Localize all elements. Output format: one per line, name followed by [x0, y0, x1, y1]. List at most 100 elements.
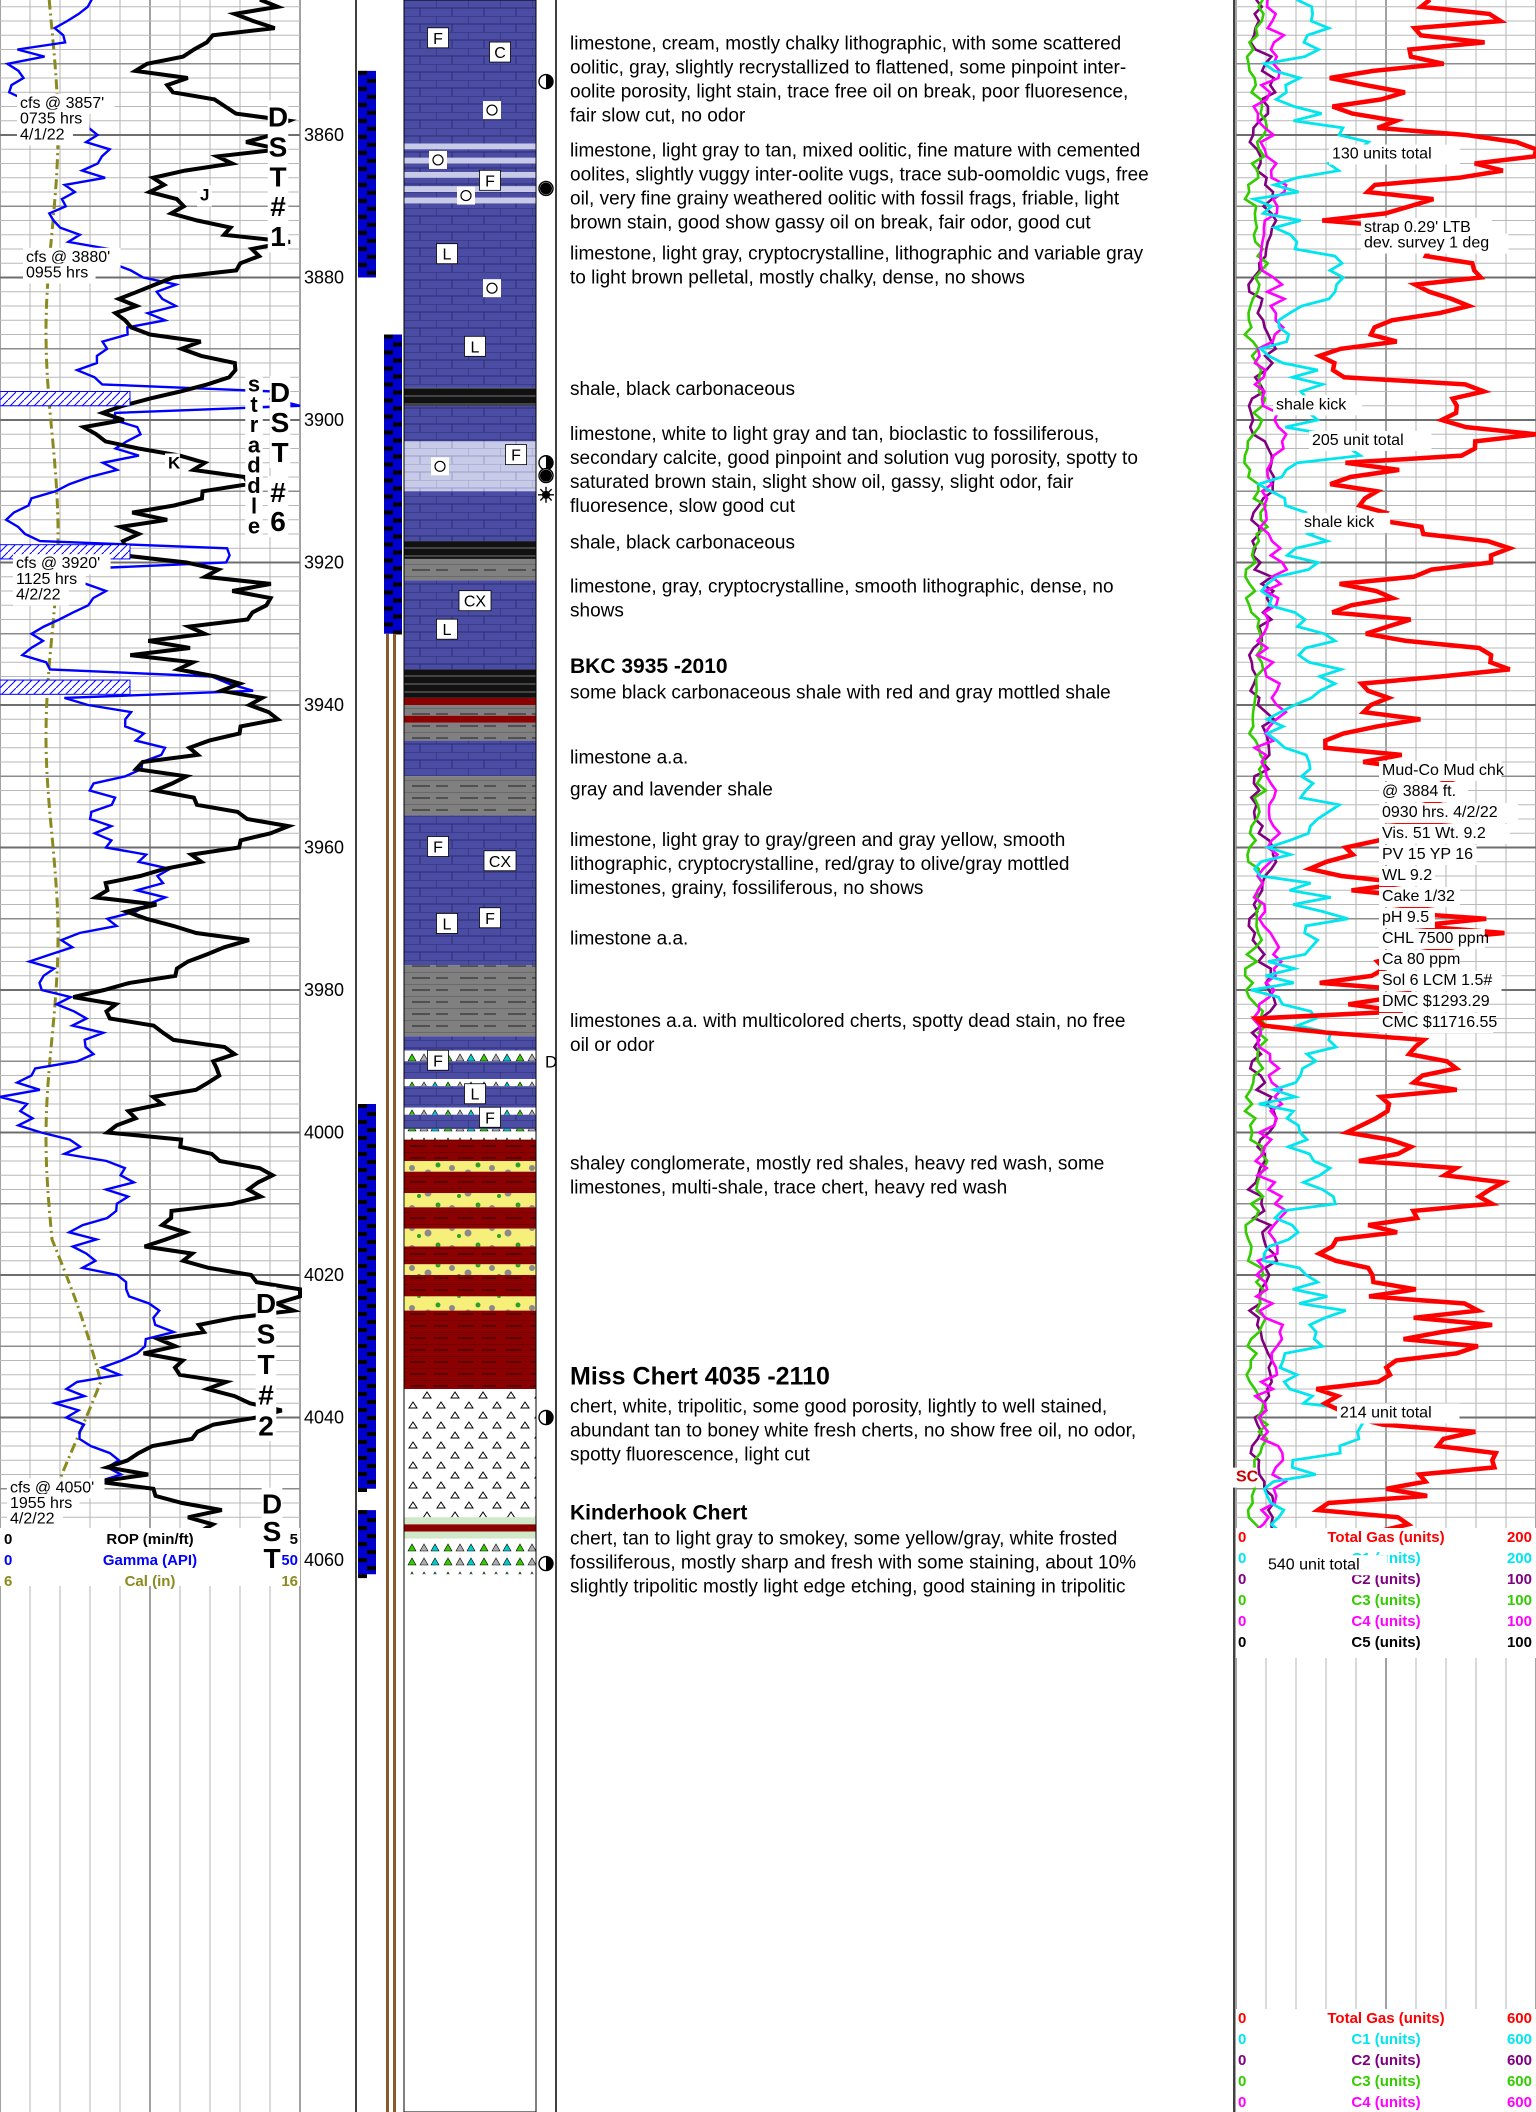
dst-bar-check: [367, 1192, 376, 1196]
label-background: [267, 220, 289, 253]
gas-scale-name: C4 (units): [1351, 1613, 1420, 1630]
dst-bar-check: [384, 606, 393, 611]
dst-bar-check: [367, 1384, 376, 1388]
dst-label-char: #: [270, 191, 286, 222]
mud-check-line: Ca 80 ppm: [1382, 951, 1460, 968]
dst-label-char: T: [257, 1349, 274, 1380]
dst-label-char: S: [263, 1516, 282, 1547]
label-background: [1379, 992, 1485, 1012]
dst-bar-check: [384, 462, 393, 467]
dst-bar-check: [358, 1248, 367, 1252]
lithology-interval-black-shale: [404, 669, 536, 698]
mud-check-notes: Mud-Co Mud chk @ 3884 ft. 0930 hrs. 4/2/22…: [1379, 761, 1519, 1033]
cfs-annotation: 1125 hrs: [16, 571, 77, 588]
lithology-interval-limestone: [404, 203, 536, 388]
dst-label-char: S: [257, 1318, 276, 1349]
description-line: oil or odor: [570, 1035, 655, 1056]
dst-bar-check: [393, 502, 402, 507]
lithology-interval-conglomerate: [404, 1228, 536, 1247]
description-line: limestone, light gray to gray/green and …: [570, 830, 1065, 851]
gas-scale-name: C1 (units): [1351, 2031, 1420, 2048]
lithology-symbol-box: [427, 1049, 449, 1071]
lithology-symbol-box: [464, 1083, 486, 1105]
oil-show-fill: [546, 455, 553, 470]
lithology-accessory-symbol: L: [471, 339, 480, 356]
label-background: [261, 1487, 283, 1520]
description-line: abundant tan to boney white fresh cherts…: [570, 1421, 1136, 1442]
mud-check-line: 0930 hrs. 4/2/22: [1382, 804, 1498, 821]
dst-bar-check: [367, 1448, 376, 1452]
lithology-interval-red-shale-textured: [404, 1207, 536, 1229]
formation-top-label: Kinderhook Chert: [570, 1501, 747, 1524]
lithology-interval-limestone: [404, 1061, 536, 1080]
dst-label-char: l: [251, 493, 257, 518]
formation-top-label: Miss Chert 4035 -2110: [570, 1363, 830, 1391]
gas-scale-min: 0: [1238, 2010, 1246, 2027]
dst-bar-check: [358, 86, 367, 91]
description-line: slightly tripolitic mostly light edge et…: [570, 1576, 1126, 1597]
dst-bar-check: [384, 558, 393, 563]
label-background: [17, 93, 115, 114]
gas-annotation: strap 0.29' LTB: [1364, 219, 1471, 236]
gas-scale-header-2: 0 Total Gas (units) 600 0 C1 (units) 600 0 C2 (…: [1236, 2009, 1536, 2112]
dst-bar-check: [358, 230, 367, 235]
lithology-interval-gray-shale: [404, 722, 536, 741]
lithology-accessory-symbol: F: [433, 31, 443, 48]
label-background: [17, 109, 90, 130]
dst-bar-check: [384, 510, 393, 515]
scale-header-background: [0, 1528, 300, 1586]
dst-bar-check: [358, 166, 367, 171]
c4-gas-curve: [1251, 0, 1289, 1576]
gas-annotation: 540 unit total: [1268, 1556, 1360, 1573]
dst-bar-check: [367, 1160, 376, 1164]
lithology-symbol-box: [479, 907, 501, 929]
depth-tick-label: 4000: [304, 1123, 344, 1143]
dst-bar-check: [367, 1256, 376, 1260]
description-line: limestone, gray, cryptocrystalline, smoo…: [570, 576, 1114, 597]
gas-scale-name: C4 (units): [1351, 2094, 1420, 2111]
c1-gas-curve: [1248, 0, 1372, 1575]
dst-label-char: T: [269, 161, 286, 192]
description-line: limestones, multi-shale, trace chert, he…: [570, 1178, 1007, 1199]
lithology-interval-light-green: [404, 1531, 536, 1539]
dst-interval-bars: [358, 70, 402, 2112]
label-background: [1379, 950, 1460, 970]
scale-max-value: 16: [281, 1573, 298, 1590]
lithology-accessory-symbol: F: [485, 911, 495, 928]
gas-scale-name: C3 (units): [1351, 1592, 1420, 1609]
lithology-symbol-box: [489, 41, 511, 63]
dst-label-char: 6: [270, 506, 286, 537]
lithology-interval-cherty: [404, 1107, 536, 1115]
scale-curve-name: ROP (min/ft): [106, 1531, 193, 1548]
depth-track: 3860 3880 3900 3920 3940 3960 3980 4000 4020 4040…: [304, 0, 402, 2112]
gas-scale-max: 600: [1507, 2010, 1532, 2027]
packer-line: [393, 633, 396, 2112]
lithology-interval-limestone: [404, 177, 536, 187]
dst-bar-check: [367, 1518, 376, 1523]
dst-bar-check: [358, 1558, 367, 1563]
mud-check-line: Cake 1/32: [1382, 888, 1455, 905]
oolite-symbol: [434, 460, 446, 472]
oil-show-fill: [540, 469, 552, 482]
dst-label-char: D: [256, 1288, 276, 1319]
dst-bar-check: [384, 398, 393, 403]
lithology-interval-red-shale-textured: [404, 1171, 536, 1194]
dst-bar-check: [367, 1352, 376, 1356]
lithology-accessory-symbol: L: [443, 916, 452, 933]
dst-bar-check: [384, 430, 393, 435]
dst-bar-check: [358, 198, 367, 203]
lithology-accessory-symbol: CX: [489, 854, 512, 871]
depth-tick-label: 3920: [304, 553, 344, 573]
lithology-interval-light-stripe: [404, 172, 536, 178]
dst-bar-check: [358, 1168, 367, 1172]
lithology-interval-limestone: [404, 1114, 536, 1129]
dst-bar-check: [358, 1200, 367, 1204]
label-background: [1379, 971, 1502, 991]
oolite-symbol-box: [457, 186, 475, 205]
description-line: fossiliferous, mostly sharp and fresh wi…: [570, 1552, 1136, 1573]
show-symbols: D: [538, 73, 557, 1572]
dst-bar-check: [358, 1152, 367, 1156]
dst-bar-check: [367, 1566, 376, 1571]
gas-scale-max: 100: [1507, 1592, 1532, 1609]
gas-annotation: 130 units total: [1332, 146, 1432, 163]
